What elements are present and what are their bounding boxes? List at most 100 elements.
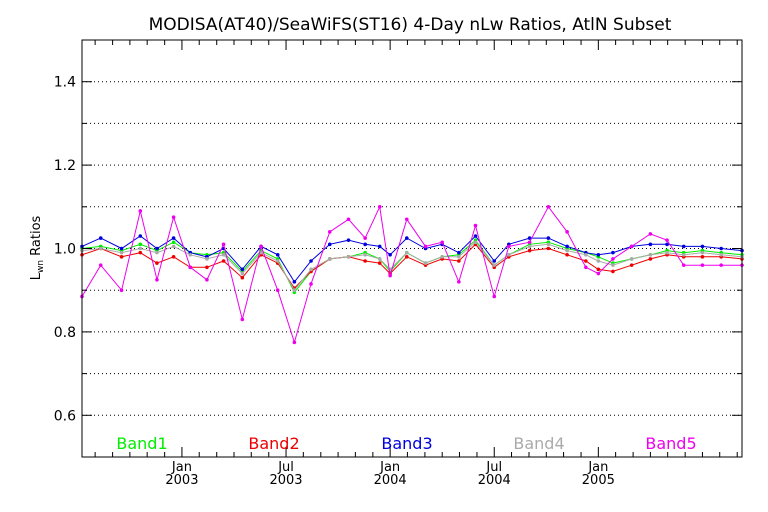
series-band2: [80, 242, 744, 290]
data-point: [611, 269, 615, 274]
data-point: [138, 250, 143, 255]
data-point: [665, 238, 669, 242]
data-point: [138, 246, 143, 251]
data-point: [98, 263, 103, 267]
y-axis-label: Lwn Ratios: [29, 215, 46, 280]
data-point: [611, 257, 615, 261]
y-axis-label-main: L: [29, 272, 44, 280]
data-point: [327, 242, 332, 247]
data-point: [629, 244, 634, 249]
data-point: [346, 217, 351, 222]
x-tick-label-month: Jul: [485, 460, 502, 475]
data-point: [565, 252, 569, 257]
data-point: [700, 255, 705, 259]
data-point: [492, 259, 497, 263]
x-tick-label-month: Jan: [587, 460, 608, 475]
data-point: [629, 263, 634, 267]
data-point: [363, 236, 367, 240]
data-point: [155, 261, 159, 265]
data-point: [138, 242, 143, 247]
legend-entry: Band2: [248, 434, 299, 453]
data-point: [404, 236, 409, 240]
data-point: [527, 248, 532, 253]
data-point: [457, 280, 461, 284]
data-point: [546, 242, 551, 247]
data-point: [240, 271, 245, 276]
y-tick-label: 1.4: [54, 75, 76, 91]
data-point: [440, 255, 444, 259]
legend-entry: Band1: [116, 434, 167, 453]
data-point: [719, 246, 723, 251]
data-point: [327, 230, 332, 234]
data-point: [275, 252, 280, 257]
data-point: [377, 205, 382, 209]
data-point: [327, 257, 332, 261]
data-point: [440, 240, 444, 245]
data-point: [377, 257, 382, 261]
data-point: [138, 209, 143, 213]
x-tick-label-month: Jan: [379, 460, 400, 475]
data-point: [584, 265, 588, 270]
data-point: [457, 255, 461, 259]
data-point: [377, 244, 382, 249]
data-point: [596, 267, 601, 272]
data-point: [98, 246, 103, 251]
x-tick-label-month: Jan: [171, 460, 192, 475]
data-point: [611, 250, 615, 255]
data-point: [171, 215, 176, 220]
series-band4: [80, 240, 744, 293]
y-tick-label: 0.8: [54, 325, 76, 341]
data-point: [404, 217, 409, 222]
data-point: [404, 250, 409, 255]
data-point: [221, 252, 226, 257]
data-point: [292, 280, 297, 284]
data-point: [457, 250, 461, 255]
data-point: [188, 265, 193, 270]
x-tick-label-year: 2003: [165, 473, 198, 488]
data-point: [596, 252, 601, 257]
y-axis-label-rest: Ratios: [29, 215, 44, 260]
y-tick-label: 1.0: [54, 242, 76, 258]
data-point: [546, 205, 551, 209]
data-point: [546, 246, 551, 251]
data-point: [700, 250, 705, 255]
x-tick-label-year: 2004: [478, 473, 511, 488]
series-band5: [80, 205, 744, 345]
data-point: [681, 252, 686, 257]
data-point: [155, 277, 159, 282]
data-point: [275, 288, 280, 293]
data-point: [292, 288, 297, 293]
data-point: [648, 257, 653, 261]
data-point: [275, 259, 280, 263]
series-layer: [80, 205, 744, 345]
data-point: [584, 259, 588, 263]
data-point: [527, 240, 532, 245]
data-point: [171, 255, 176, 259]
data-point: [188, 252, 193, 257]
data-point: [565, 230, 569, 234]
data-point: [473, 234, 478, 238]
data-point: [700, 263, 705, 267]
legend: Band1 Band2 Band3 Band4 Band5: [116, 434, 696, 453]
data-point: [205, 277, 209, 282]
data-point: [527, 244, 532, 249]
data-point: [681, 263, 686, 267]
y-axis-label-sub: wn: [36, 260, 46, 273]
data-point: [346, 255, 351, 259]
data-point: [309, 282, 313, 286]
chart-title: MODISA(AT40)/SeaWiFS(ST16) 4-Day nLw Rat…: [149, 15, 672, 35]
data-point: [648, 232, 653, 236]
data-point: [565, 248, 569, 253]
data-point: [259, 244, 263, 249]
data-point: [98, 236, 103, 240]
data-point: [171, 244, 176, 249]
x-tick-label-year: 2005: [582, 473, 615, 488]
data-point: [309, 259, 313, 263]
data-point: [507, 244, 511, 249]
data-point: [309, 267, 313, 272]
data-point: [719, 252, 723, 257]
data-point: [119, 255, 124, 259]
data-point: [700, 244, 705, 249]
data-point: [205, 265, 209, 270]
y-tick-label: 1.2: [54, 158, 76, 174]
